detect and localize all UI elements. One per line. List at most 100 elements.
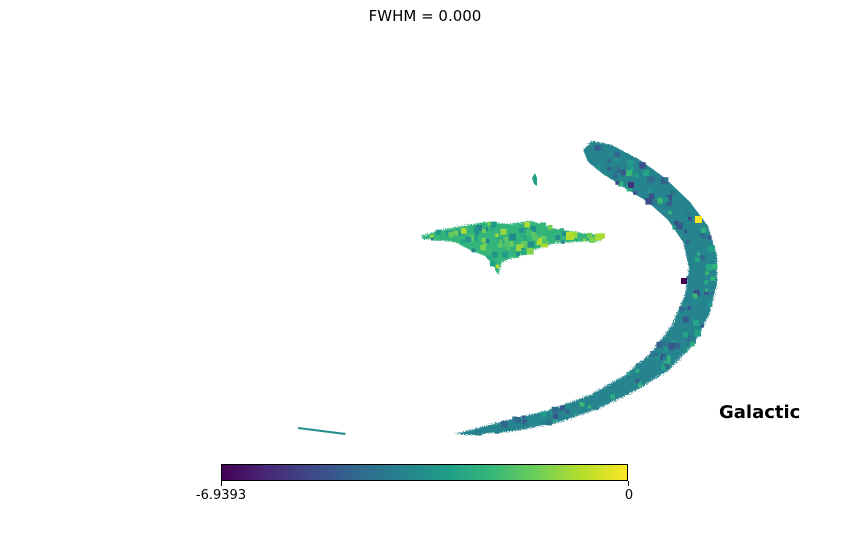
map-pixel (520, 238, 523, 241)
map-pixel (607, 159, 611, 163)
coordinate-system-label: Galactic (719, 402, 800, 423)
map-pixel (566, 232, 574, 240)
map-pixel (607, 167, 610, 170)
map-pixel (705, 271, 709, 275)
map-pixel (453, 230, 458, 235)
map-pixel (613, 166, 618, 171)
map-pixel (698, 233, 701, 236)
map-pixel (706, 264, 713, 271)
map-pixel (475, 231, 479, 235)
map-pixel (506, 245, 511, 250)
map-pixel (662, 356, 667, 361)
map-pixel (633, 191, 637, 195)
map-pixel (552, 407, 559, 414)
map-pixel (627, 160, 634, 167)
map-pixel (675, 343, 680, 348)
map-pixel (697, 252, 700, 255)
map-pixel (649, 369, 654, 374)
map-pixel (597, 165, 601, 169)
map-pixel (687, 306, 691, 310)
map-pixel (649, 176, 654, 181)
colorbar-tick-min (221, 481, 222, 486)
map-pixel (693, 320, 699, 326)
map-pixel (701, 227, 707, 233)
region-central-filament (422, 221, 605, 275)
map-pixel (541, 412, 547, 418)
map-pixel (627, 372, 631, 376)
map-pixel-min (681, 278, 687, 284)
map-pixel (711, 277, 715, 281)
map-pixel (512, 416, 517, 421)
map-pixel (481, 238, 486, 243)
map-pixel (701, 233, 706, 238)
map-pixel (700, 255, 705, 260)
map-pixel (495, 429, 500, 434)
map-pixel (615, 181, 619, 185)
map-pixel (684, 349, 688, 353)
map-pixel (495, 234, 498, 237)
map-pixel (656, 342, 662, 348)
map-pixel (595, 155, 599, 159)
map-pixel (527, 248, 534, 255)
colorbar-max-label: 0 (625, 488, 633, 503)
map-pixel (693, 242, 697, 246)
map-pixel (502, 252, 508, 258)
colorbar (221, 464, 628, 481)
map-pixel (594, 145, 599, 150)
map-pixel (600, 233, 605, 238)
map-pixel (565, 403, 570, 408)
map-pixel (582, 399, 586, 403)
colorbar-tick-max (628, 481, 629, 486)
map-pixel (613, 174, 618, 179)
map-pixel (663, 197, 668, 202)
map-pixel (694, 330, 701, 337)
map-pixel (650, 351, 656, 357)
map-pixel (492, 259, 495, 262)
map-pixel (516, 252, 520, 256)
map-pixel (688, 217, 692, 221)
map-pixel (710, 291, 714, 295)
map-pixel (651, 199, 657, 205)
map-pixel (701, 324, 704, 327)
map-pixel (620, 170, 626, 176)
map-pixel (668, 211, 672, 215)
map-pixel (560, 406, 565, 411)
map-pixel (500, 229, 506, 235)
map-pixel (708, 302, 713, 307)
map-pixel (583, 238, 586, 241)
map-pixel (501, 421, 508, 428)
map-pixel (623, 166, 627, 170)
map-pixel (639, 162, 646, 169)
map-pixel (605, 148, 611, 154)
map-pixel (664, 348, 668, 352)
map-pixel-max (695, 216, 702, 223)
region-small-patch (532, 173, 537, 186)
map-pixel (553, 414, 558, 419)
map-pixel (690, 342, 695, 347)
map-pixel (610, 394, 615, 399)
colorbar-min-label: -6.9393 (196, 488, 246, 503)
map-pixel (664, 177, 669, 182)
map-pixel (548, 225, 553, 230)
map-pixel (521, 249, 525, 253)
map-pixel (532, 235, 538, 241)
map-pixel (686, 240, 690, 244)
map-pixel (633, 173, 638, 178)
map-pixel (431, 237, 434, 240)
region-lower-left-trace (298, 427, 346, 435)
map-pixel (562, 231, 567, 236)
map-pixel (498, 243, 503, 248)
map-pixel (635, 369, 639, 373)
map-pixel (524, 422, 528, 426)
map-pixel (471, 249, 475, 253)
map-pixel (683, 317, 689, 323)
map-pixel (682, 303, 685, 306)
map-pixel (509, 234, 516, 241)
map-pixel (695, 257, 700, 262)
map-pixel (524, 222, 530, 228)
map-pixel (531, 418, 535, 422)
map-pixel (461, 240, 465, 244)
map-pixel (643, 170, 649, 176)
map-pixel (566, 410, 570, 414)
